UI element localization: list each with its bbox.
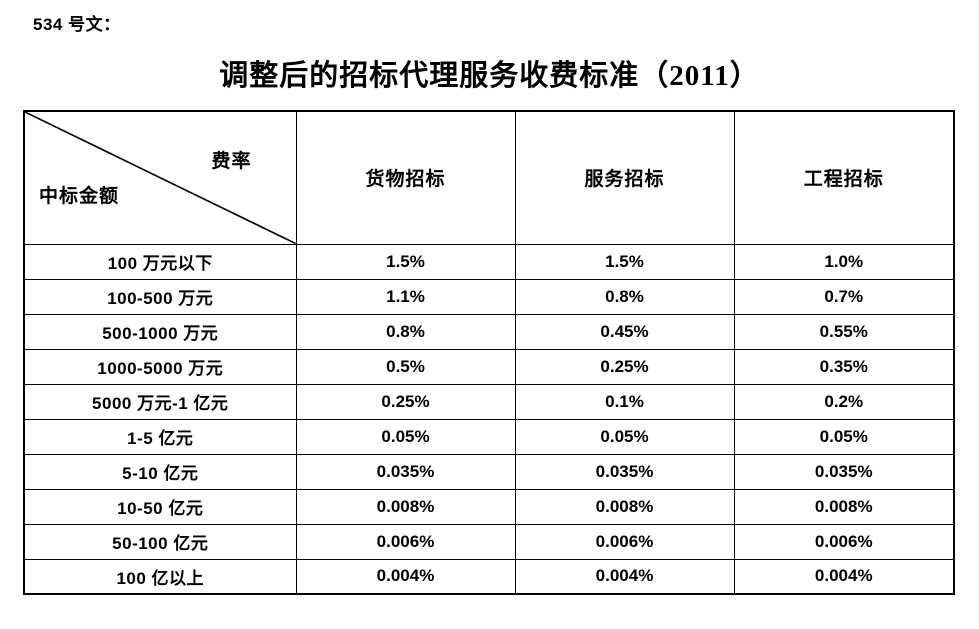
- table-row: 50-100 亿元 0.006% 0.006% 0.006%: [23, 523, 955, 560]
- row-label: 10-50 亿元: [23, 488, 297, 525]
- row-label: 100-500 万元: [23, 278, 297, 315]
- column-header-engineering: 工程招标: [733, 110, 955, 245]
- row-label: 1-5 亿元: [23, 418, 297, 455]
- rate-cell: 0.55%: [733, 313, 955, 350]
- rate-cell: 0.006%: [295, 523, 516, 560]
- column-header-services: 服务招标: [514, 110, 735, 245]
- rate-cell: 0.008%: [514, 488, 735, 525]
- rate-cell: 0.5%: [295, 348, 516, 385]
- rate-cell: 0.25%: [514, 348, 735, 385]
- rate-cell: 0.25%: [295, 383, 516, 420]
- rate-cell: 0.2%: [733, 383, 955, 420]
- row-label: 100 万元以下: [23, 243, 297, 280]
- fee-table: 费率 中标金额 货物招标 服务招标 工程招标 100 万元以下 1.5% 1.5…: [23, 110, 955, 595]
- rate-cell: 0.8%: [295, 313, 516, 350]
- corner-label-rate: 费率: [211, 151, 252, 172]
- rate-cell: 0.35%: [733, 348, 955, 385]
- rate-cell: 0.035%: [295, 453, 516, 490]
- rate-cell: 1.5%: [295, 243, 516, 280]
- table-row: 500-1000 万元 0.8% 0.45% 0.55%: [23, 313, 955, 350]
- table-row: 10-50 亿元 0.008% 0.008% 0.008%: [23, 488, 955, 525]
- rate-cell: 0.45%: [514, 313, 735, 350]
- rate-cell: 0.008%: [295, 488, 516, 525]
- corner-header-cell: 费率 中标金额: [23, 110, 297, 245]
- rate-cell: 0.7%: [733, 278, 955, 315]
- rate-cell: 1.1%: [295, 278, 516, 315]
- rate-cell: 0.008%: [733, 488, 955, 525]
- rate-cell: 0.006%: [514, 523, 735, 560]
- row-label: 5-10 亿元: [23, 453, 297, 490]
- rate-cell: 0.004%: [295, 558, 516, 595]
- row-label: 1000-5000 万元: [23, 348, 297, 385]
- rate-cell: 0.004%: [514, 558, 735, 595]
- rate-cell: 0.004%: [733, 558, 955, 595]
- row-label: 5000 万元-1 亿元: [23, 383, 297, 420]
- rate-cell: 0.8%: [514, 278, 735, 315]
- row-label: 100 亿以上: [23, 558, 297, 595]
- rate-cell: 0.006%: [733, 523, 955, 560]
- rate-cell: 0.1%: [514, 383, 735, 420]
- rate-cell: 0.05%: [733, 418, 955, 455]
- table-row: 1-5 亿元 0.05% 0.05% 0.05%: [23, 418, 955, 455]
- page-title: 调整后的招标代理服务收费标准（2011）: [219, 60, 760, 92]
- table-row: 100 亿以上 0.004% 0.004% 0.004%: [23, 558, 955, 595]
- rate-cell: 0.035%: [514, 453, 735, 490]
- table-row: 1000-5000 万元 0.5% 0.25% 0.35%: [23, 348, 955, 385]
- rate-cell: 1.5%: [514, 243, 735, 280]
- table-row: 100 万元以下 1.5% 1.5% 1.0%: [23, 243, 955, 280]
- rate-cell: 1.0%: [733, 243, 955, 280]
- doc-number-label: 534 号文：: [33, 15, 121, 34]
- table-row: 5000 万元-1 亿元 0.25% 0.1% 0.2%: [23, 383, 955, 420]
- table-row: 5-10 亿元 0.035% 0.035% 0.035%: [23, 453, 955, 490]
- corner-label-amount: 中标金额: [39, 185, 120, 207]
- diagonal-divider-line: [25, 112, 296, 244]
- rate-cell: 0.035%: [733, 453, 955, 490]
- column-header-goods: 货物招标: [295, 110, 516, 245]
- row-label: 50-100 亿元: [23, 523, 297, 560]
- table-row: 100-500 万元 1.1% 0.8% 0.7%: [23, 278, 955, 315]
- rate-cell: 0.05%: [295, 418, 516, 455]
- rate-cell: 0.05%: [514, 418, 735, 455]
- row-label: 500-1000 万元: [23, 313, 297, 350]
- table-header-row: 费率 中标金额 货物招标 服务招标 工程招标: [23, 110, 955, 245]
